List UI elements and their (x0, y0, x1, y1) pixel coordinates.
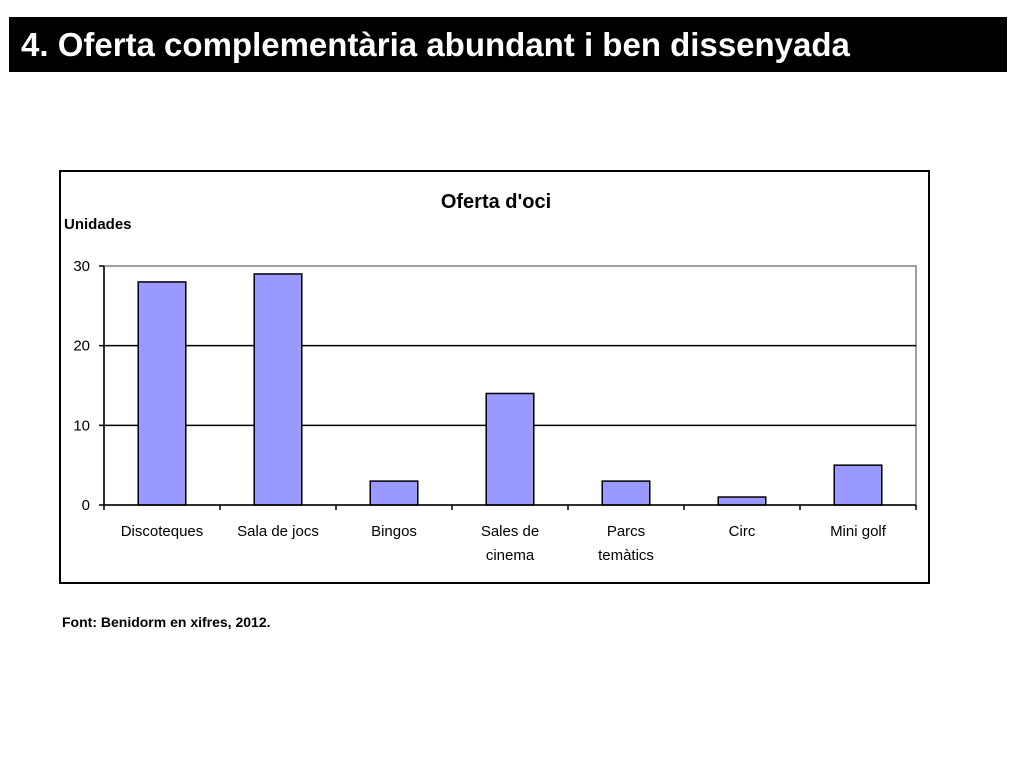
chart-axes (99, 265, 917, 510)
slide-title: 4. Oferta complementària abundant i ben … (21, 26, 850, 63)
y-tick-label: 20 (73, 338, 90, 355)
bar (485, 392, 535, 506)
bar (253, 273, 303, 506)
x-tick-labels: Discoteques Sala de jocs Bingos Sales de cin… (121, 523, 887, 564)
y-tick-label: 10 (73, 417, 90, 434)
x-tick-label: Parcs temàtics (598, 523, 654, 564)
source-note: Font: Benidorm en xifres, 2012. (62, 614, 271, 630)
title-bar: 4. Oferta complementària abundant i ben … (9, 17, 1007, 72)
chart-frame: Oferta d'oci Unidades 0 10 20 30 Discoteque… (59, 170, 930, 584)
bar-chart: Oferta d'oci Unidades 0 10 20 30 Discoteque… (64, 191, 917, 564)
y-axis-label: Unidades (64, 216, 132, 233)
x-tick-label: Bingos (371, 523, 417, 540)
bar (833, 464, 883, 506)
chart-bars (137, 273, 883, 506)
bar (717, 496, 767, 506)
bar (601, 480, 651, 506)
x-tick-label: Sales de cinema (481, 523, 539, 564)
chart-title: Oferta d'oci (441, 191, 551, 213)
y-tick-label: 30 (73, 258, 90, 275)
bar (137, 281, 187, 506)
x-tick-label: Circ (729, 523, 756, 540)
y-tick-label: 0 (82, 497, 90, 514)
x-tick-label: Mini golf (830, 523, 887, 540)
x-tick-label: Discoteques (121, 523, 204, 540)
y-tick-labels: 0 10 20 30 (73, 258, 90, 514)
bar (369, 480, 419, 506)
x-tick-label: Sala de jocs (237, 523, 319, 540)
